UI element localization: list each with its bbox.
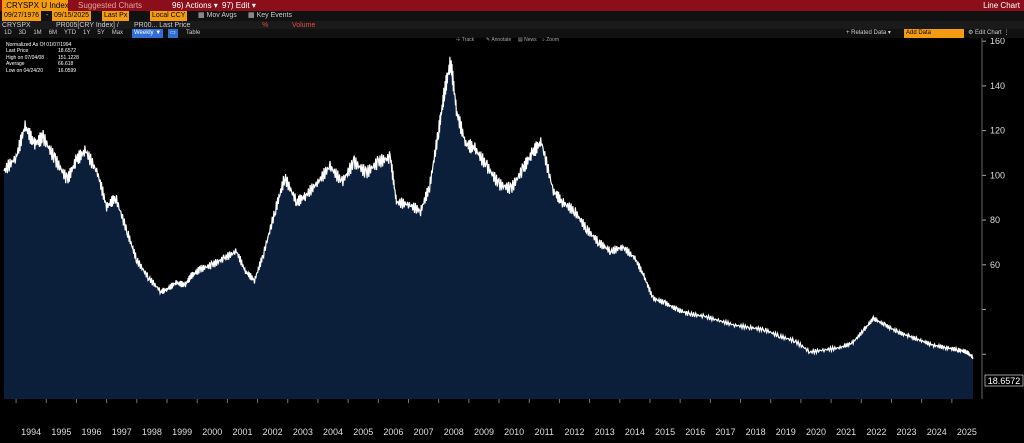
view-title: Line Chart	[983, 1, 1020, 10]
x-tick-label: 1995	[51, 427, 71, 437]
x-tick-label: 2015	[655, 427, 675, 437]
x-tick-label: 1996	[82, 427, 102, 437]
legend-value: 18.6572	[58, 48, 77, 55]
x-tick-label: 1998	[142, 427, 162, 437]
y-tick-label: 120	[990, 126, 1005, 136]
last-value-label: 18.6572	[988, 376, 1021, 386]
annotate-button[interactable]: ✎ Annotate	[486, 37, 512, 43]
x-tick-label: 2008	[444, 427, 464, 437]
legend-value: 151.1228	[58, 54, 79, 61]
x-tick-label: 2018	[746, 427, 766, 437]
end-date-field[interactable]: 09/15/2025	[52, 11, 92, 21]
track-button[interactable]: ☩ Track	[456, 37, 475, 43]
legend-row: High on 07/04/08 151.1228	[6, 55, 82, 61]
series-label-2: PR005[CRY Index] /	[56, 22, 119, 29]
mov-avgs-toggle[interactable]: ▦ Mov Avgs	[198, 12, 237, 19]
y-axis: 60 80 100 120 140 160	[981, 30, 1005, 399]
series-label-3: PR00... Last Price	[134, 22, 191, 29]
edit-chart-button[interactable]: ⚙ Edit Chart ⋮	[968, 30, 1010, 36]
key-events-toggle[interactable]: ▦ Key Events	[248, 12, 292, 19]
x-tick-label: 1997	[112, 427, 132, 437]
chart-type-icon[interactable]: ▭	[168, 29, 178, 38]
x-tick-label: 2022	[866, 427, 886, 437]
field-select[interactable]: Last Px	[102, 11, 130, 21]
period-1m[interactable]: 1M	[33, 30, 42, 36]
add-data-field[interactable]: Add Data	[904, 29, 964, 38]
legend-value: 16.0599	[58, 67, 77, 74]
x-axis: 1994 1995 1996 1997 1998 1999 2000 2001 2002 2003…	[0, 399, 1024, 443]
legend-row: Last Price 18.6572	[6, 48, 82, 54]
price-line	[3, 56, 974, 360]
x-axis-band	[0, 399, 1024, 443]
legend-label: Last Price	[6, 48, 29, 55]
legend-label: High on 07/04/08	[6, 54, 45, 61]
y-tick-label: 60	[990, 260, 1000, 270]
legend-row: Average 66.618	[6, 61, 82, 67]
period-6m[interactable]: 6M	[48, 30, 58, 36]
y-tick-label: 80	[990, 215, 1000, 225]
related-data-button[interactable]: + Related Data ▾	[846, 30, 891, 36]
legend-value: 66.618	[58, 61, 74, 68]
frequency-select[interactable]: Weekly ▼	[132, 29, 164, 38]
volume-label: Volume	[292, 22, 316, 29]
top-header-bar: .CRYSPX U Index Suggested Charts 96) Act…	[0, 0, 1024, 11]
x-tick-label: 2020	[806, 427, 826, 437]
x-tick-label: 2013	[595, 427, 615, 437]
x-tick-label: 2009	[474, 427, 494, 437]
series-label-1: CRYSPX	[2, 22, 31, 29]
period-bar: 1D 3D 1M 6M YTD 1Y 5Y Max Weekly ▼ ▭ Table + Re…	[0, 29, 1024, 38]
legend-row: Low on 04/24/20 16.0599	[6, 68, 82, 74]
x-tick-label: 2000	[202, 427, 222, 437]
ticker-field[interactable]: .CRYSPX U Index	[2, 0, 69, 11]
x-tick-label: 2023	[897, 427, 917, 437]
news-button[interactable]: ▤ News	[518, 37, 537, 43]
price-area-fill	[4, 56, 973, 400]
x-tick-label: 2024	[927, 427, 947, 437]
chart-legend: Normalized As Of 01/07/1994 Last Price 18…	[6, 42, 82, 74]
x-tick-label: 2011	[535, 427, 554, 437]
controls-bar: 09/27/1976 - 09/15/2025 Last Px Local CC…	[0, 11, 1024, 21]
y-tick-label: 140	[990, 81, 1005, 91]
period-5y[interactable]: 5Y	[97, 30, 105, 36]
suggested-charts-link[interactable]: Suggested Charts	[78, 1, 143, 10]
x-tick-label: 2010	[504, 427, 524, 437]
period-1y[interactable]: 1Y	[83, 30, 91, 36]
zoom-button[interactable]: ⌕ Zoom	[542, 37, 559, 43]
x-tick-label: 1999	[172, 427, 192, 437]
legend-title: Normalized As Of 01/07/1994	[6, 42, 72, 48]
edit-menu[interactable]: 97) Edit ▾	[222, 1, 256, 10]
actions-menu[interactable]: 96) Actions ▾	[172, 1, 218, 10]
x-tick-label: 2002	[263, 427, 283, 437]
x-tick-label: 2021	[836, 427, 856, 437]
x-tick-label: 2014	[625, 427, 645, 437]
x-tick-label: 2006	[383, 427, 403, 437]
start-date-field[interactable]: 09/27/1976	[2, 11, 42, 21]
x-tick-label: 2025	[957, 427, 977, 437]
period-1d[interactable]: 1D	[4, 30, 12, 36]
x-tick-label: 2007	[414, 427, 434, 437]
legend-label: Average	[6, 61, 25, 68]
x-tick-label: 1994	[21, 427, 41, 437]
last-value-marker: 18.6572	[984, 374, 1024, 387]
y-tick-label: 100	[990, 170, 1005, 180]
y-tick-label: 160	[990, 36, 1005, 46]
x-tick-label: 2003	[293, 427, 313, 437]
table-button[interactable]: Table	[186, 30, 201, 36]
period-3d[interactable]: 3D	[18, 30, 27, 36]
x-tick-label: 2001	[232, 427, 252, 437]
series-period-bar: CRYSPX PR005[CRY Index] / PR00... Last P…	[0, 21, 1024, 32]
x-tick-label: 2012	[564, 427, 584, 437]
x-tick-label: 2004	[323, 427, 343, 437]
x-tick-label: 2005	[353, 427, 373, 437]
currency-select[interactable]: Local CCY	[150, 11, 188, 21]
x-tick-label: 2016	[685, 427, 705, 437]
legend-label: Low on 04/24/20	[6, 67, 43, 74]
period-max[interactable]: Max	[111, 30, 124, 36]
x-tick-label: 2017	[715, 427, 735, 437]
x-tick-label: 2019	[776, 427, 796, 437]
period-ytd[interactable]: YTD	[64, 30, 77, 36]
